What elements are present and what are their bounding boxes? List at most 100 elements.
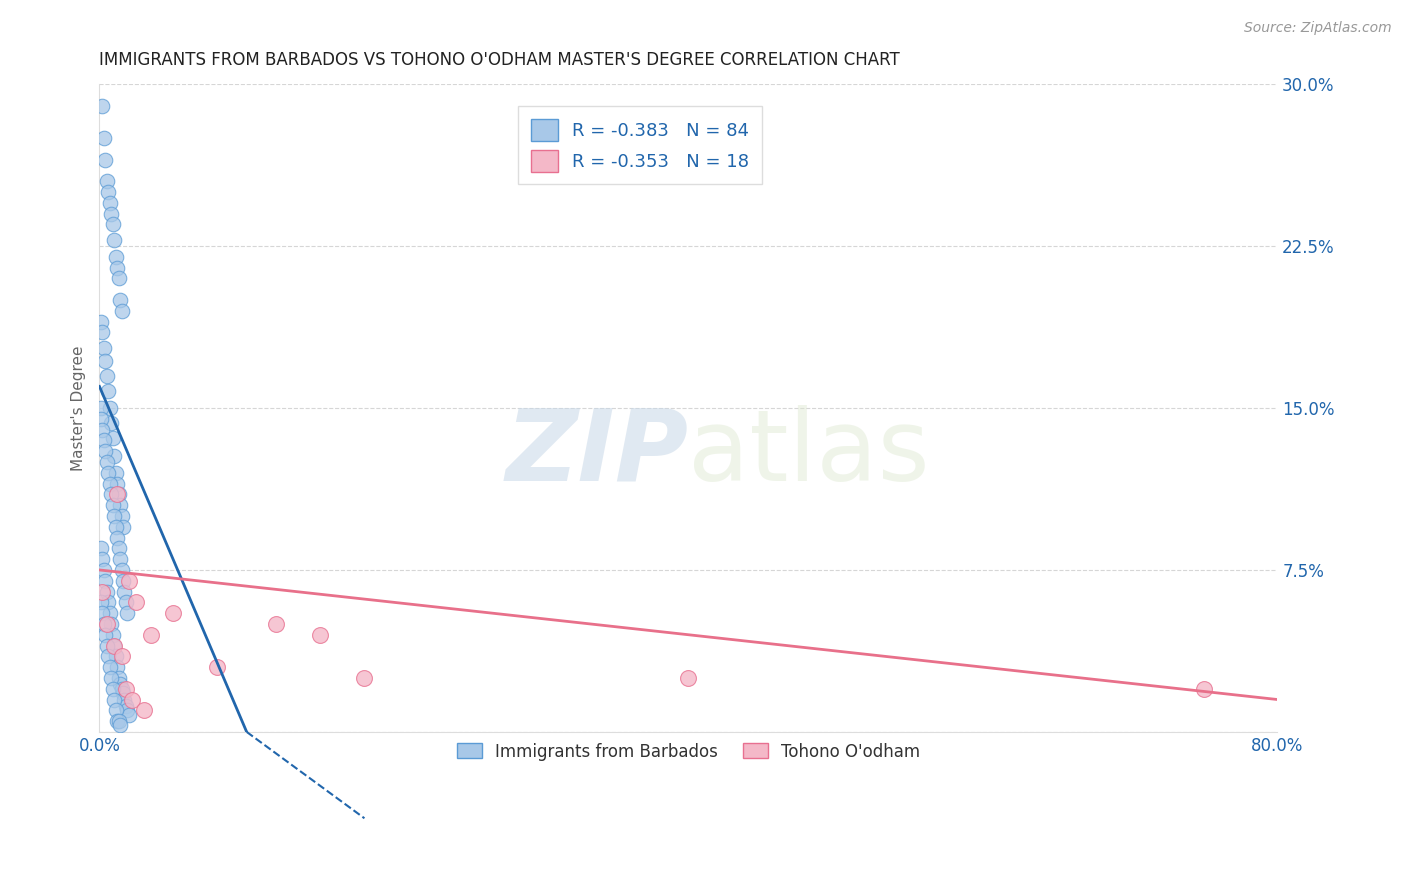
Point bbox=[110, 563, 132, 577]
Point bbox=[98, 195, 121, 210]
Point bbox=[111, 574, 134, 588]
Text: ZIP: ZIP bbox=[505, 405, 689, 502]
Point bbox=[309, 628, 332, 642]
Point bbox=[110, 508, 132, 523]
Point bbox=[162, 606, 184, 620]
Point bbox=[94, 574, 117, 588]
Point bbox=[117, 703, 139, 717]
Point bbox=[90, 595, 112, 609]
Point bbox=[91, 584, 114, 599]
Y-axis label: Master's Degree: Master's Degree bbox=[72, 345, 86, 471]
Point bbox=[107, 271, 129, 285]
Point bbox=[107, 487, 129, 501]
Point bbox=[96, 174, 118, 188]
Point bbox=[125, 595, 148, 609]
Point bbox=[103, 508, 125, 523]
Point bbox=[93, 563, 115, 577]
Point bbox=[93, 131, 115, 145]
Point bbox=[91, 99, 114, 113]
Point bbox=[101, 498, 124, 512]
Point bbox=[104, 520, 127, 534]
Point bbox=[97, 185, 120, 199]
Point bbox=[96, 455, 118, 469]
Point bbox=[93, 341, 115, 355]
Point bbox=[90, 541, 112, 556]
Point bbox=[121, 692, 143, 706]
Point bbox=[93, 434, 115, 448]
Point bbox=[104, 649, 127, 664]
Point bbox=[97, 595, 120, 609]
Point bbox=[139, 628, 162, 642]
Point bbox=[97, 384, 120, 398]
Point bbox=[105, 487, 128, 501]
Point bbox=[115, 681, 138, 696]
Point bbox=[90, 401, 112, 415]
Point bbox=[98, 476, 121, 491]
Point bbox=[110, 649, 132, 664]
Point bbox=[132, 703, 155, 717]
Point bbox=[100, 616, 122, 631]
Point bbox=[105, 714, 128, 728]
Point bbox=[94, 444, 117, 458]
Point bbox=[96, 368, 118, 383]
Point bbox=[100, 416, 122, 430]
Point bbox=[678, 671, 700, 685]
Point bbox=[108, 552, 131, 566]
Point bbox=[105, 531, 128, 545]
Point bbox=[110, 681, 132, 696]
Point bbox=[101, 431, 124, 445]
Point bbox=[96, 584, 118, 599]
Point bbox=[114, 692, 136, 706]
Point bbox=[94, 153, 117, 167]
Point bbox=[118, 574, 141, 588]
Point bbox=[1192, 681, 1215, 696]
Point bbox=[108, 498, 131, 512]
Point bbox=[100, 207, 122, 221]
Point bbox=[104, 466, 127, 480]
Point bbox=[100, 487, 122, 501]
Legend: Immigrants from Barbados, Tohono O'odham: Immigrants from Barbados, Tohono O'odham bbox=[449, 734, 928, 769]
Point bbox=[108, 677, 131, 691]
Point bbox=[108, 718, 131, 732]
Point bbox=[96, 616, 118, 631]
Point bbox=[94, 628, 117, 642]
Point bbox=[115, 698, 138, 713]
Point bbox=[104, 250, 127, 264]
Point bbox=[91, 606, 114, 620]
Point bbox=[94, 353, 117, 368]
Point bbox=[205, 660, 228, 674]
Point bbox=[353, 671, 375, 685]
Point bbox=[103, 639, 125, 653]
Point bbox=[98, 401, 121, 415]
Text: atlas: atlas bbox=[689, 405, 929, 502]
Point bbox=[103, 639, 125, 653]
Point bbox=[91, 326, 114, 340]
Point bbox=[96, 639, 118, 653]
Point bbox=[105, 660, 128, 674]
Point bbox=[110, 303, 132, 318]
Point bbox=[264, 616, 287, 631]
Text: Source: ZipAtlas.com: Source: ZipAtlas.com bbox=[1244, 21, 1392, 35]
Point bbox=[115, 595, 138, 609]
Point bbox=[103, 692, 125, 706]
Point bbox=[91, 552, 114, 566]
Point bbox=[111, 520, 134, 534]
Point bbox=[104, 703, 127, 717]
Point bbox=[101, 681, 124, 696]
Point bbox=[107, 671, 129, 685]
Point bbox=[118, 707, 141, 722]
Point bbox=[101, 218, 124, 232]
Text: IMMIGRANTS FROM BARBADOS VS TOHONO O'ODHAM MASTER'S DEGREE CORRELATION CHART: IMMIGRANTS FROM BARBADOS VS TOHONO O'ODH… bbox=[100, 51, 900, 69]
Point bbox=[97, 649, 120, 664]
Point bbox=[103, 233, 125, 247]
Point bbox=[114, 584, 136, 599]
Point bbox=[90, 412, 112, 426]
Point bbox=[103, 449, 125, 463]
Point bbox=[97, 466, 120, 480]
Point bbox=[111, 686, 134, 700]
Point bbox=[101, 628, 124, 642]
Point bbox=[100, 671, 122, 685]
Point bbox=[105, 260, 128, 275]
Point bbox=[107, 714, 129, 728]
Point bbox=[90, 315, 112, 329]
